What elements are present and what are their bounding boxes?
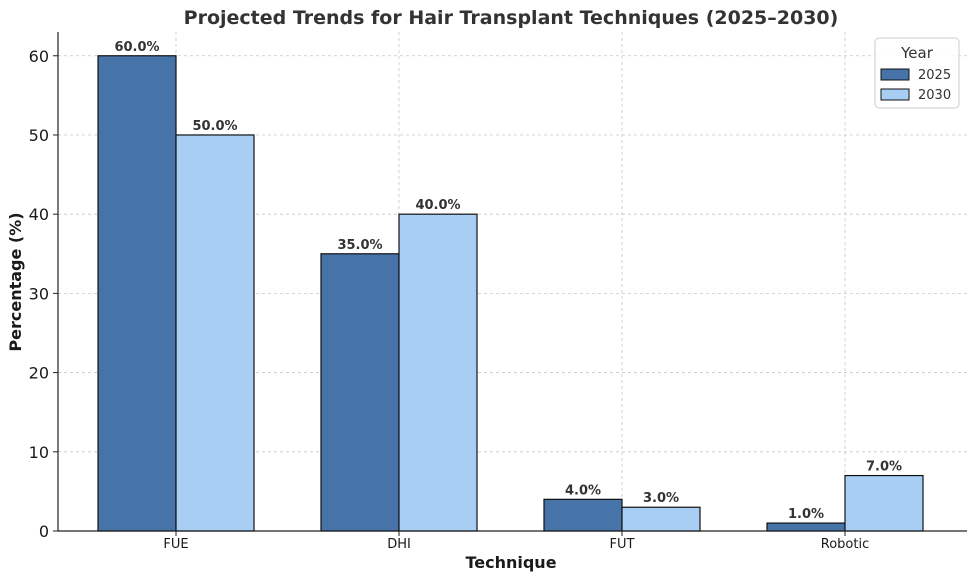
- data-label: 1.0%: [788, 507, 824, 522]
- legend-title: Year: [900, 44, 934, 62]
- y-axis-label: Percentage (%): [6, 212, 25, 351]
- y-tick-label: 10: [29, 443, 49, 462]
- data-label: 40.0%: [415, 198, 460, 213]
- data-label: 4.0%: [565, 483, 601, 498]
- data-label: 60.0%: [114, 40, 159, 55]
- bar-robotic-2030: [844, 474, 924, 532]
- bar-dhi-2025: [320, 253, 400, 532]
- x-tick-label: FUT: [610, 537, 635, 552]
- bar-fut-2025: [543, 498, 623, 532]
- y-tick-label: 0: [39, 522, 49, 541]
- x-tick-label: DHI: [387, 537, 411, 552]
- data-labels: 60.0% 35.0% 4.0% 1.0% 50.0% 40.0% 3.0% 7.0%: [114, 40, 902, 522]
- legend: Year 2025 2030: [874, 37, 960, 109]
- legend-swatch: [880, 88, 910, 101]
- y-tick-label: 50: [29, 126, 49, 145]
- legend-entry-label: 2030: [918, 88, 951, 103]
- y-tick-label: 20: [29, 364, 49, 383]
- legend-swatch: [880, 68, 910, 81]
- data-label: 35.0%: [337, 238, 382, 253]
- y-ticks: 0 10 20 30 40 50 60: [29, 47, 58, 541]
- legend-entry-label: 2025: [918, 68, 951, 83]
- x-tick-label: Robotic: [821, 537, 869, 552]
- x-axis-label: Technique: [465, 553, 556, 572]
- bar-robotic-2025: [766, 522, 846, 532]
- data-label: 3.0%: [643, 491, 679, 506]
- y-tick-label: 40: [29, 205, 49, 224]
- bar-fue-2030: [175, 134, 255, 532]
- x-tick-label: FUE: [163, 537, 188, 552]
- chart-title: Projected Trends for Hair Transplant Tec…: [184, 7, 839, 29]
- bar-dhi-2030: [398, 213, 478, 532]
- y-tick-label: 60: [29, 47, 49, 66]
- data-label: 50.0%: [192, 119, 237, 134]
- bars: [97, 55, 924, 532]
- bar-fut-2030: [621, 506, 701, 532]
- axes: [57, 32, 967, 532]
- x-ticks: FUE DHI FUT Robotic: [163, 531, 869, 552]
- data-label: 7.0%: [866, 460, 902, 475]
- y-tick-label: 30: [29, 284, 49, 303]
- bar-fue-2025: [97, 55, 177, 532]
